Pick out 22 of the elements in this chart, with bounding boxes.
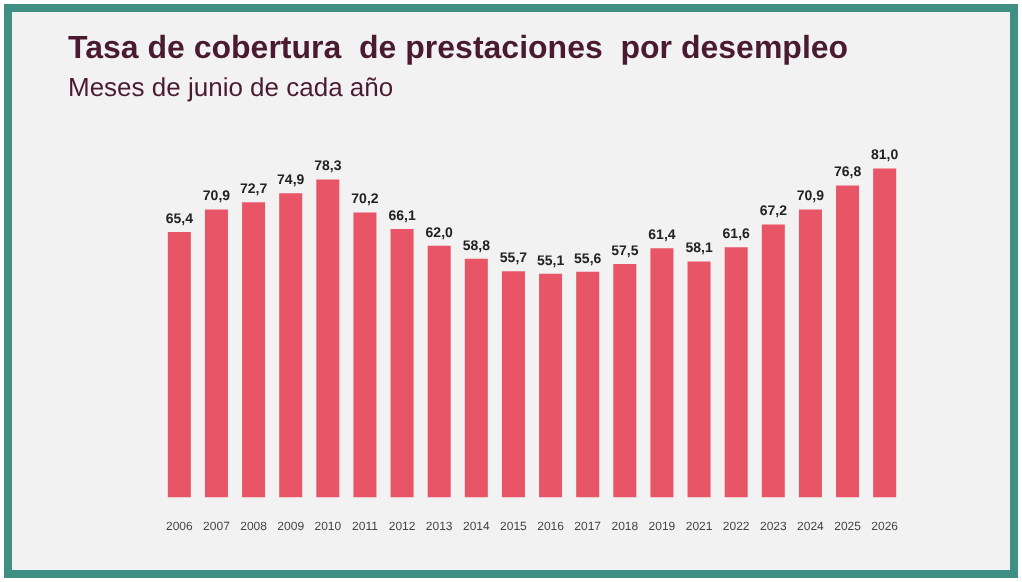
bar <box>761 224 785 498</box>
bar <box>501 271 525 498</box>
chart-title: Tasa de cobertura de prestaciones por desempleo <box>68 32 849 68</box>
bar <box>873 168 897 498</box>
bar <box>242 202 266 498</box>
bar <box>613 264 637 498</box>
bar <box>539 273 563 498</box>
bar <box>464 258 488 498</box>
bar <box>836 185 860 498</box>
bar <box>687 261 711 498</box>
chart-subtitle: Meses de junio de cada año <box>68 72 394 102</box>
bar <box>427 245 451 498</box>
bar <box>576 271 600 498</box>
bar <box>724 247 748 498</box>
bar <box>650 248 674 498</box>
bar <box>167 231 191 498</box>
bar <box>279 193 303 498</box>
bar <box>204 209 228 498</box>
bar <box>353 212 377 498</box>
bar <box>798 209 822 498</box>
bar <box>390 229 414 498</box>
bar <box>316 179 340 498</box>
